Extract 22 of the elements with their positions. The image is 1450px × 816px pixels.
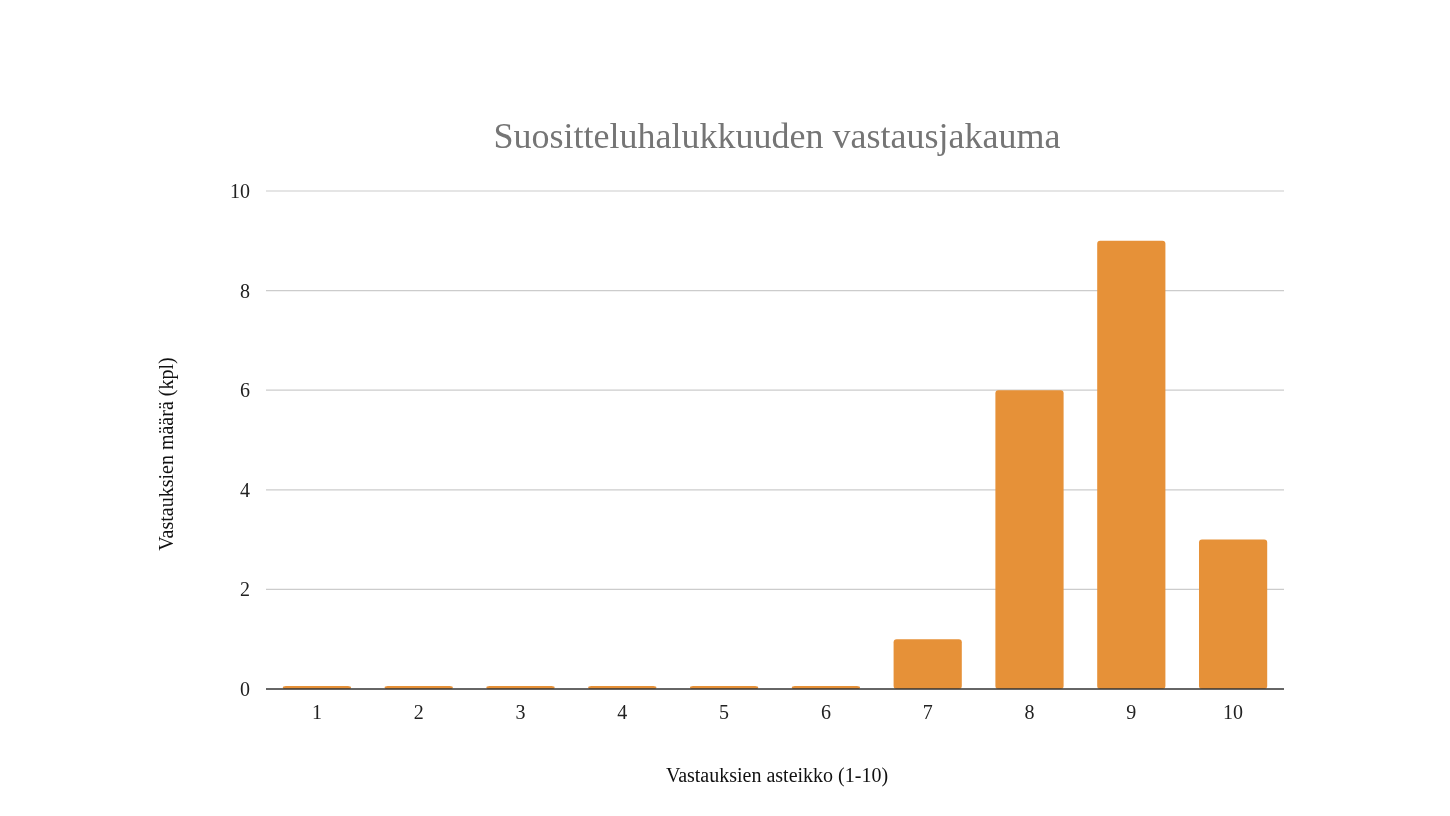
y-tick-label: 2	[240, 578, 250, 601]
bar	[1097, 240, 1166, 689]
x-axis-title: Vastauksien asteikko (1-10)	[665, 764, 889, 787]
y-tick-label: 6	[240, 379, 250, 402]
x-tick-label: 9	[1126, 701, 1137, 723]
y-tick-label: 0	[240, 678, 250, 700]
y-tick-label: 8	[240, 279, 250, 302]
x-tick-label: 4	[617, 701, 628, 723]
x-tick-label: 8	[1024, 701, 1035, 723]
x-tick-label: 10	[1223, 701, 1244, 723]
bar	[1199, 539, 1268, 689]
y-tick-label: 4	[240, 478, 250, 501]
bar	[995, 390, 1064, 689]
y-tick-label: 10	[230, 180, 250, 202]
x-tick-label: 6	[820, 701, 831, 723]
y-axis-title: Vastauksien määrä (kpl)	[155, 357, 178, 551]
x-tick-label: 5	[719, 701, 730, 723]
x-tick-label: 1	[311, 701, 322, 723]
x-tick-label: 2	[413, 701, 424, 723]
x-tick-label: 7	[922, 701, 933, 723]
chart-title: Suositteluhalukkuuden vastausjakauma	[493, 116, 1061, 156]
x-tick-label: 3	[515, 701, 526, 723]
